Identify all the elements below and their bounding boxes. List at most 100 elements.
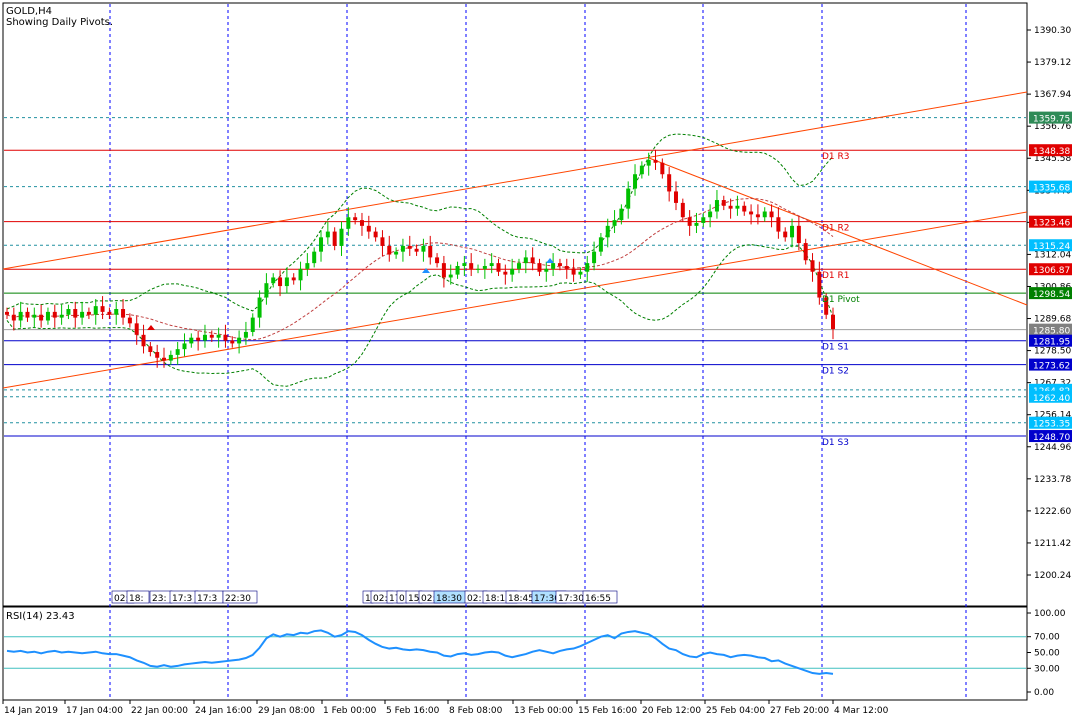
candle-body[interactable] [592, 251, 597, 264]
candle-body[interactable] [537, 263, 542, 272]
candle-body[interactable] [73, 309, 78, 318]
candle-body[interactable] [776, 217, 781, 232]
candle-body[interactable] [455, 265, 460, 275]
candle-body[interactable] [407, 245, 412, 249]
candle-body[interactable] [319, 237, 324, 252]
candle-body[interactable] [803, 243, 808, 261]
candle-body[interactable] [312, 251, 317, 264]
candle-body[interactable] [305, 263, 310, 269]
candle-body[interactable] [598, 237, 603, 252]
candle-body[interactable] [469, 263, 474, 269]
event-tag[interactable] [126, 590, 150, 604]
candle-body[interactable] [708, 211, 713, 218]
candle-body[interactable] [155, 352, 160, 358]
candle-body[interactable] [564, 265, 569, 269]
candle-body[interactable] [264, 283, 269, 298]
candle-body[interactable] [510, 268, 515, 275]
candle-body[interactable] [353, 217, 358, 221]
candle-body[interactable] [544, 268, 549, 272]
candle-body[interactable] [243, 331, 248, 338]
candle-body[interactable] [646, 159, 651, 166]
candle-body[interactable] [557, 263, 562, 266]
candle-body[interactable] [435, 257, 440, 264]
candle-body[interactable] [810, 260, 815, 272]
candle-body[interactable] [45, 311, 50, 321]
candle-body[interactable] [86, 311, 91, 315]
candle-body[interactable] [755, 214, 760, 218]
candle-body[interactable] [790, 225, 795, 238]
candle-body[interactable] [18, 311, 23, 321]
candle-body[interactable] [400, 245, 405, 252]
candle-body[interactable] [489, 263, 494, 266]
candle-body[interactable] [39, 314, 44, 321]
candle-body[interactable] [366, 225, 371, 232]
descending-trend-line[interactable] [648, 157, 1028, 306]
candle-body[interactable] [359, 220, 364, 226]
candle-body[interactable] [271, 277, 276, 284]
candle-body[interactable] [428, 245, 433, 258]
candle-body[interactable] [421, 245, 426, 252]
candle-body[interactable] [380, 237, 385, 246]
candle-body[interactable] [448, 274, 453, 278]
candle-body[interactable] [605, 225, 610, 238]
candle-body[interactable] [714, 200, 719, 212]
candle-body[interactable] [824, 297, 829, 315]
candle-body[interactable] [585, 263, 590, 272]
candle-body[interactable] [653, 159, 658, 163]
candle-body[interactable] [100, 306, 105, 312]
candle-body[interactable] [619, 208, 624, 221]
candle-body[interactable] [817, 271, 822, 298]
candle-body[interactable] [551, 263, 556, 269]
candle-body[interactable] [66, 309, 71, 315]
candle-body[interactable] [332, 231, 337, 246]
candle-body[interactable] [325, 231, 330, 238]
candle-body[interactable] [25, 311, 30, 318]
candle-body[interactable] [639, 165, 644, 175]
candle-body[interactable] [93, 306, 98, 315]
candle-body[interactable] [32, 314, 37, 318]
candle-body[interactable] [209, 334, 214, 338]
candle-body[interactable] [168, 354, 173, 361]
candle-body[interactable] [578, 271, 583, 275]
candle-body[interactable] [175, 349, 180, 355]
candle-body[interactable] [414, 248, 419, 252]
candle-body[interactable] [728, 205, 733, 209]
candle-body[interactable] [134, 323, 139, 335]
candle-body[interactable] [482, 265, 487, 269]
candle-body[interactable] [796, 225, 801, 244]
upper-channel-line[interactable] [2, 91, 1028, 270]
candle-body[interactable] [783, 231, 788, 238]
candle-body[interactable] [749, 211, 754, 215]
event-tag[interactable] [582, 590, 618, 604]
candle-body[interactable] [516, 263, 521, 269]
candle-body[interactable] [202, 334, 207, 341]
candle-body[interactable] [680, 202, 685, 218]
candle-body[interactable] [189, 337, 194, 344]
candle-body[interactable] [612, 220, 617, 226]
candle-body[interactable] [462, 263, 467, 266]
candle-body[interactable] [80, 311, 85, 318]
candle-body[interactable] [387, 245, 392, 255]
candle-body[interactable] [530, 257, 535, 264]
candle-body[interactable] [127, 317, 132, 324]
candle-body[interactable] [298, 268, 303, 281]
candle-body[interactable] [284, 277, 289, 287]
candle-body[interactable] [339, 228, 344, 246]
candle-body[interactable] [141, 334, 146, 347]
candle-body[interactable] [291, 277, 296, 281]
candle-body[interactable] [223, 334, 228, 341]
candle-body[interactable] [148, 346, 153, 353]
candle-body[interactable] [633, 174, 638, 189]
candle-body[interactable] [503, 271, 508, 275]
candle-body[interactable] [257, 297, 262, 318]
candle-body[interactable] [59, 314, 64, 318]
candle-body[interactable] [769, 211, 774, 218]
candle-body[interactable] [5, 311, 9, 315]
candle-body[interactable] [250, 317, 255, 332]
candle-body[interactable] [701, 217, 706, 223]
candle-body[interactable] [182, 343, 187, 350]
candle-body[interactable] [694, 222, 699, 226]
candle-body[interactable] [11, 314, 16, 321]
candle-body[interactable] [346, 217, 351, 229]
